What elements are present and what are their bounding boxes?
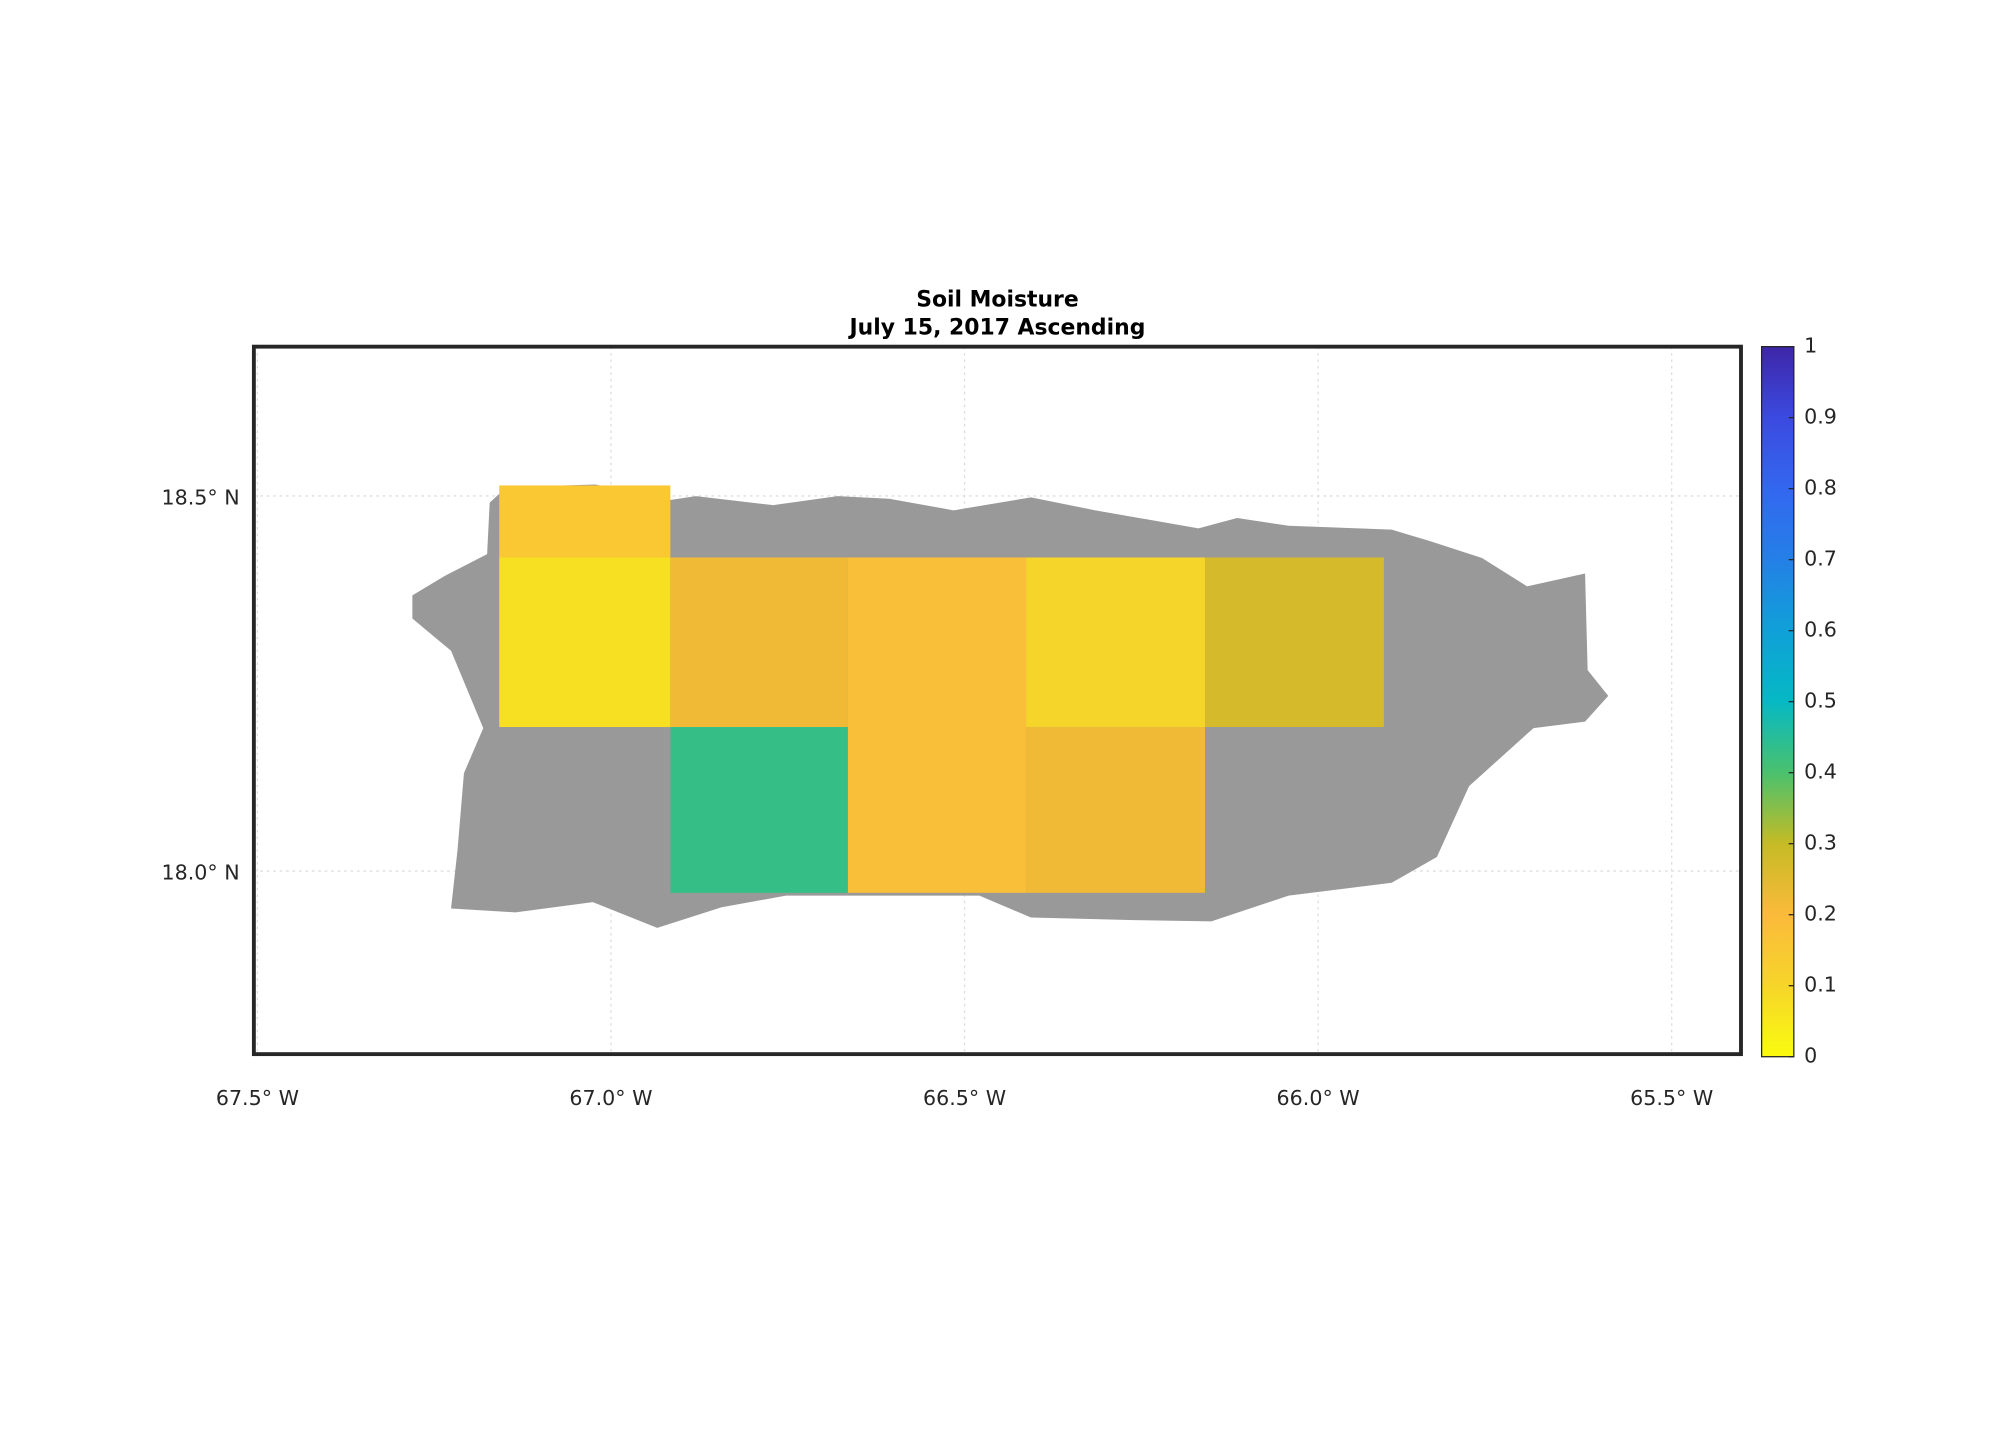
colorbar-tick-label: 0.2 [1804,902,1837,926]
moisture-cell [670,557,848,728]
moisture-cell [1026,727,1205,893]
colorbar-tick-label: 0.8 [1804,476,1837,500]
moisture-cell [847,557,1027,893]
colorbar-tick-label: 0.7 [1804,547,1837,571]
moisture-cell [670,727,848,893]
colorbar-tick-label: 1 [1804,334,1817,358]
x-tick-label: 66.5° W [923,1086,1006,1110]
cells [499,485,1384,893]
colorbar-tick-label: 0.3 [1804,831,1837,855]
colorbar-tick-label: 0.1 [1804,973,1837,997]
colorbar: 0 0.1 0.2 0.3 0.4 0.5 0.6 0.7 0.8 0.9 1 [1760,334,1837,1068]
chart-title: Soil Moisture [916,287,1078,312]
moisture-cell [1026,557,1205,728]
moisture-cell [1204,557,1384,728]
colorbar-tick-label: 0 [1804,1044,1817,1068]
moisture-cell [499,485,671,558]
chart-subtitle: July 15, 2017 Ascending [847,316,1145,341]
plot-frame [251,344,1743,1057]
colorbar-tick-label: 0.9 [1804,405,1837,429]
x-tick-label: 66.0° W [1277,1086,1360,1110]
colorbar-tick-label: 0.4 [1804,760,1837,784]
moisture-cell [499,557,671,728]
x-tick-label: 65.5° W [1630,1086,1713,1110]
colorbar-tick-label: 0.6 [1804,618,1837,642]
colorbar-tick-label: 0.5 [1804,689,1837,713]
y-tick-label: 18.5° N [162,486,240,510]
x-tick-label: 67.0° W [569,1086,652,1110]
y-tick-label: 18.0° N [162,861,240,885]
x-tick-label: 67.5° W [216,1086,299,1110]
